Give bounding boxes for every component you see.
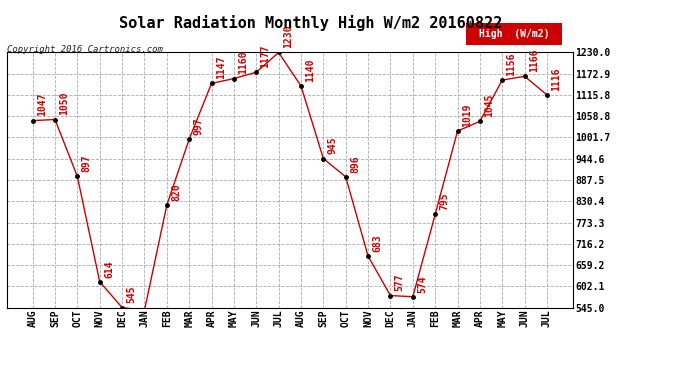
Text: 1116: 1116 <box>551 67 561 91</box>
Text: 1140: 1140 <box>305 58 315 82</box>
Text: High  (W/m2): High (W/m2) <box>479 29 549 39</box>
Text: 1045: 1045 <box>484 94 494 117</box>
Text: 577: 577 <box>395 274 404 291</box>
Text: 945: 945 <box>328 137 337 154</box>
Text: 614: 614 <box>104 260 114 278</box>
Text: 683: 683 <box>372 234 382 252</box>
Text: 1156: 1156 <box>506 53 516 76</box>
Text: 1160: 1160 <box>238 51 248 74</box>
Text: 545: 545 <box>126 286 136 303</box>
Text: Copyright 2016 Cartronics.com: Copyright 2016 Cartronics.com <box>7 45 163 54</box>
Text: 1019: 1019 <box>462 104 472 127</box>
Text: 1166: 1166 <box>529 49 539 72</box>
Text: 1230: 1230 <box>283 25 293 48</box>
Text: 820: 820 <box>171 183 181 201</box>
Text: 997: 997 <box>193 117 204 135</box>
Text: 896: 896 <box>350 155 360 172</box>
Text: 537: 537 <box>0 374 1 375</box>
Text: 795: 795 <box>440 193 449 210</box>
Text: 1177: 1177 <box>260 45 270 68</box>
Text: 897: 897 <box>81 154 92 172</box>
Text: 574: 574 <box>417 275 427 292</box>
Text: 1147: 1147 <box>216 56 226 79</box>
Text: 1047: 1047 <box>37 93 47 117</box>
Text: Solar Radiation Monthly High W/m2 20160822: Solar Radiation Monthly High W/m2 201608… <box>119 15 502 31</box>
Text: 1050: 1050 <box>59 92 69 116</box>
